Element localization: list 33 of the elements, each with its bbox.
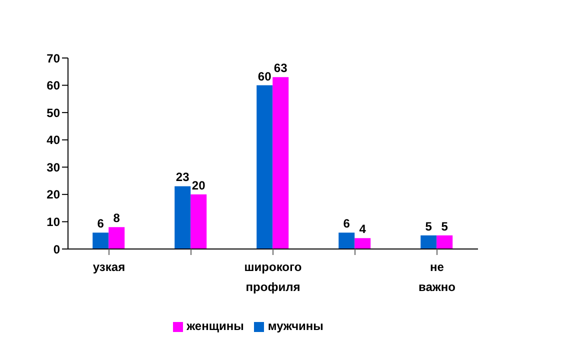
bar (420, 235, 437, 249)
y-tick-label: 30 (46, 160, 60, 174)
x-tick-label: узкая (92, 260, 126, 274)
bar (272, 77, 289, 249)
bar (108, 227, 125, 249)
y-tick-label: 40 (46, 133, 60, 148)
y-tick-label: 20 (46, 188, 60, 202)
bar (436, 235, 453, 249)
bar (92, 232, 109, 249)
data-label: 5 (441, 219, 448, 234)
bar (174, 186, 191, 249)
legend-label: мужчины (268, 319, 324, 333)
y-tick-label: 50 (46, 106, 60, 120)
bar (338, 232, 355, 249)
data-label: 6 (343, 216, 350, 231)
data-label: 4 (359, 222, 366, 236)
legend-label: женщины (186, 319, 244, 333)
data-label: 6 (97, 216, 104, 231)
y-tick-label: 60 (46, 78, 60, 93)
bar (354, 238, 371, 249)
y-tick-label: 10 (46, 214, 60, 229)
bar (256, 85, 273, 249)
data-label: 60 (258, 69, 272, 84)
x-tick-label: не важно (418, 260, 456, 294)
bar (190, 194, 207, 249)
data-label: 23 (176, 170, 190, 184)
data-label: 63 (274, 61, 288, 76)
y-tick-label: 70 (46, 51, 60, 66)
x-tick-label: широкого профиля (244, 260, 302, 294)
data-label: 8 (113, 211, 120, 226)
data-label: 5 (425, 219, 432, 234)
data-label: 20 (192, 178, 206, 192)
y-tick-label: 0 (53, 242, 60, 256)
